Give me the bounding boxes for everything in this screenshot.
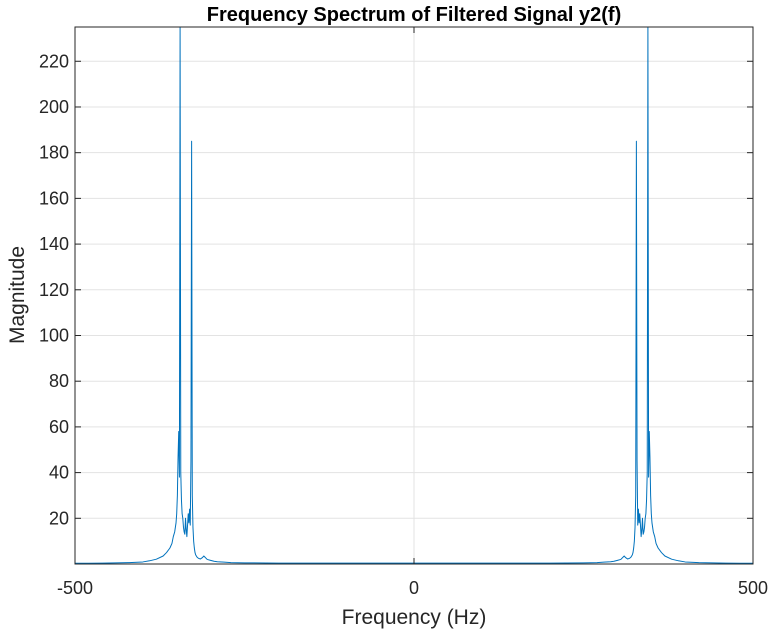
y-tick-label: 180 [39, 143, 69, 163]
y-tick-label: 80 [49, 371, 69, 391]
y-tick-label: 60 [49, 417, 69, 437]
y-tick-label: 120 [39, 280, 69, 300]
x-tick-label: -500 [57, 578, 93, 598]
y-tick-label: 220 [39, 51, 69, 71]
y-tick-label: 40 [49, 463, 69, 483]
y-tick-label: 140 [39, 234, 69, 254]
x-axis-label: Frequency (Hz) [342, 606, 487, 629]
x-tick-label: 500 [738, 578, 768, 598]
y-tick-label: 160 [39, 188, 69, 208]
y-tick-label: 100 [39, 325, 69, 345]
tick-layer: 20 40 60 80 100 120 140 160 180 200 220 -500 0 500 [39, 27, 768, 598]
chart-title: Frequency Spectrum of Filtered Signal y2… [207, 4, 622, 26]
x-tick-label: 0 [409, 578, 419, 598]
y-tick-label: 200 [39, 97, 69, 117]
y-axis-label: Magnitude [6, 246, 29, 344]
y-tick-label: 20 [49, 508, 69, 528]
